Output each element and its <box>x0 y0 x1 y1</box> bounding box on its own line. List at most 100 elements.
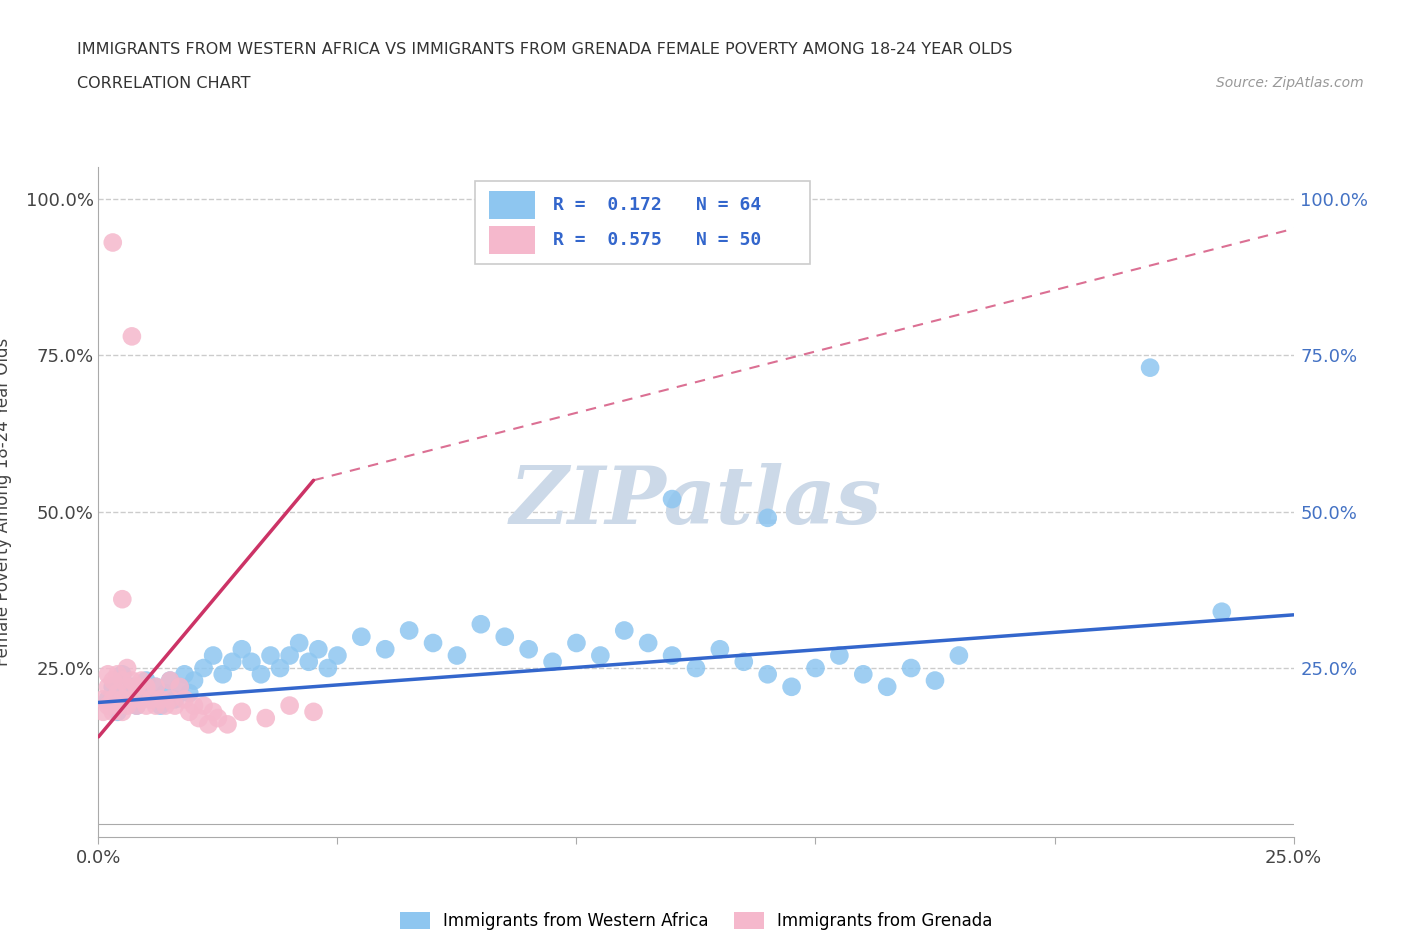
Point <box>193 660 215 675</box>
Point <box>494 630 516 644</box>
Text: IMMIGRANTS FROM WESTERN AFRICA VS IMMIGRANTS FROM GRENADA FEMALE POVERTY AMONG 1: IMMIGRANTS FROM WESTERN AFRICA VS IMMIGR… <box>77 42 1012 57</box>
Point <box>876 680 898 695</box>
Point <box>202 704 225 719</box>
Point <box>269 660 291 675</box>
Point <box>231 704 253 719</box>
Legend: Immigrants from Western Africa, Immigrants from Grenada: Immigrants from Western Africa, Immigran… <box>394 906 998 930</box>
Point <box>139 692 162 707</box>
Point <box>125 680 148 695</box>
Point <box>125 698 148 713</box>
Point <box>350 630 373 644</box>
Point <box>193 698 215 713</box>
Text: N = 50: N = 50 <box>696 231 761 248</box>
Point <box>259 648 281 663</box>
Point <box>159 692 181 707</box>
Point <box>709 642 731 657</box>
Point <box>173 667 195 682</box>
Point <box>163 698 186 713</box>
Point <box>159 673 181 688</box>
Point <box>101 692 124 707</box>
Point <box>398 623 420 638</box>
Point <box>302 704 325 719</box>
Point <box>756 667 779 682</box>
Point <box>111 591 134 606</box>
Point <box>565 635 588 650</box>
Point <box>107 704 129 719</box>
Point <box>131 673 153 688</box>
Point <box>101 704 124 719</box>
Point <box>422 635 444 650</box>
Point <box>101 235 124 250</box>
FancyBboxPatch shape <box>489 191 534 219</box>
Point <box>149 692 172 707</box>
Point <box>221 655 243 670</box>
Point <box>107 685 129 700</box>
Point <box>924 673 946 688</box>
Point <box>828 648 851 663</box>
Point <box>637 635 659 650</box>
Point <box>1211 604 1233 619</box>
Point <box>374 642 396 657</box>
Point <box>125 698 148 713</box>
Point <box>661 648 683 663</box>
Point <box>115 692 138 707</box>
Y-axis label: Female Poverty Among 18-24 Year Olds: Female Poverty Among 18-24 Year Olds <box>0 339 11 666</box>
Point <box>121 692 143 707</box>
Point <box>145 698 167 713</box>
Text: ZIPatlas: ZIPatlas <box>510 463 882 541</box>
Point <box>446 648 468 663</box>
Point <box>240 655 263 670</box>
Point <box>756 511 779 525</box>
Text: N = 64: N = 64 <box>696 196 761 214</box>
Point <box>326 648 349 663</box>
Point <box>135 673 157 688</box>
Point <box>298 655 321 670</box>
Point <box>250 667 273 682</box>
Point <box>115 698 138 713</box>
Point <box>661 492 683 507</box>
Point <box>541 655 564 670</box>
Point <box>780 680 803 695</box>
Point <box>135 698 157 713</box>
Point <box>202 648 225 663</box>
Point <box>517 642 540 657</box>
Point <box>183 698 205 713</box>
Point <box>173 692 195 707</box>
Point <box>111 667 134 682</box>
Point <box>217 717 239 732</box>
Text: CORRELATION CHART: CORRELATION CHART <box>77 76 250 91</box>
FancyBboxPatch shape <box>475 180 810 264</box>
Point <box>145 680 167 695</box>
Point <box>91 704 114 719</box>
Point <box>111 673 134 688</box>
Point <box>254 711 277 725</box>
Point <box>278 698 301 713</box>
Point <box>107 667 129 682</box>
Point <box>115 660 138 675</box>
Point <box>197 717 219 732</box>
Point <box>131 685 153 700</box>
Point <box>121 680 143 695</box>
Point <box>179 704 201 719</box>
Point <box>131 692 153 707</box>
Point <box>107 698 129 713</box>
Point <box>278 648 301 663</box>
Text: Source: ZipAtlas.com: Source: ZipAtlas.com <box>1216 76 1364 90</box>
Point <box>163 692 186 707</box>
Point <box>111 692 134 707</box>
Point <box>804 660 827 675</box>
Point <box>307 642 329 657</box>
Point <box>613 623 636 638</box>
Point <box>1139 360 1161 375</box>
Point <box>121 673 143 688</box>
Point <box>470 617 492 631</box>
Point <box>589 648 612 663</box>
Point <box>685 660 707 675</box>
Point <box>207 711 229 725</box>
Text: R =  0.172: R = 0.172 <box>553 196 661 214</box>
Point <box>149 698 172 713</box>
Point <box>852 667 875 682</box>
Point <box>169 680 191 695</box>
Point <box>135 680 157 695</box>
Point <box>187 711 209 725</box>
